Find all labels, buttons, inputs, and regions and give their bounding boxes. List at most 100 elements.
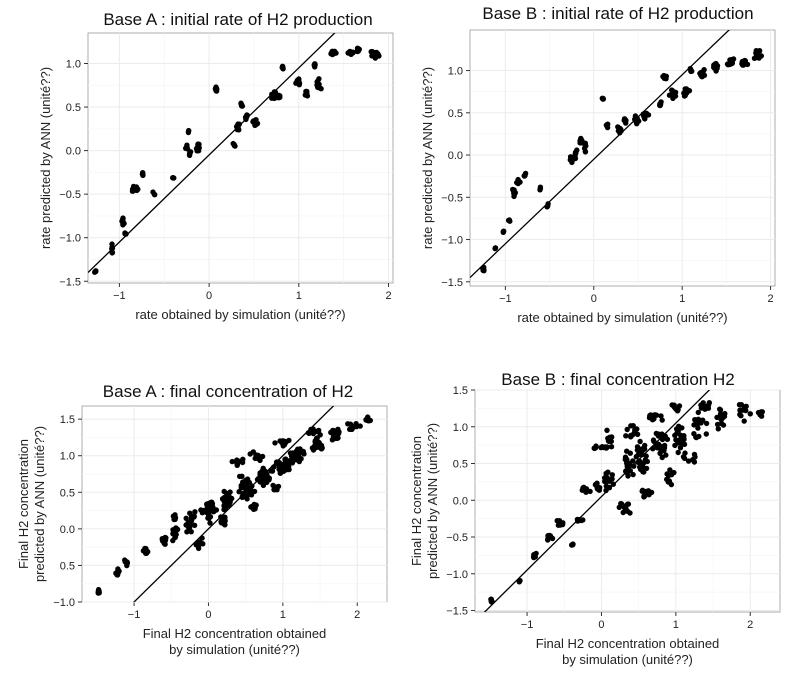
data-point [115,568,121,574]
data-point [604,427,610,433]
chart-title: Base B : initial rate of H2 production [482,4,753,23]
data-point [671,469,677,476]
data-point [624,448,630,454]
data-point [751,55,758,61]
data-point [680,438,686,444]
data-point [280,64,286,70]
data-layer [470,30,764,279]
data-point [183,515,189,521]
data-point [635,452,641,458]
data-point [184,529,190,535]
data-point [286,437,292,444]
y-tick-label: 0.5 [66,102,81,114]
y-tick-label: −0.5 [441,192,463,204]
data-point [714,421,721,428]
data-point [669,402,675,408]
data-point [635,459,641,465]
data-point [305,430,312,436]
data-point [188,519,194,525]
data-point [628,434,634,440]
x-tick-label: −1 [521,619,534,631]
data-point [93,268,99,274]
data-point [246,479,252,486]
data-point [191,513,197,519]
data-point [653,430,659,437]
data-point [630,458,636,464]
x-tick-label: 1 [673,619,679,631]
data-point [510,187,516,194]
data-point [680,454,687,460]
x-tick-label: 1 [280,609,286,621]
y-tick-label: 1.5 [453,385,468,397]
x-tick-label: −1 [499,293,512,305]
data-point [598,444,604,451]
data-point [239,103,246,109]
data-point [755,50,761,56]
data-point [275,95,282,101]
data-point [603,122,610,128]
data-point [578,137,585,144]
data-point [650,446,656,452]
x-tick-label: −1 [113,290,126,302]
data-point [741,418,747,424]
x-axis-label: rate obtained by simulation (unité??) [517,310,727,325]
data-point [172,515,178,521]
x-tick-label: 0 [205,609,211,621]
x-axis-label: by simulation (unité??) [169,642,300,657]
y-axis-label: rate predicted by ANN (unité??) [38,67,53,249]
data-point [737,407,743,413]
data-point [624,501,631,507]
data-point [622,506,628,512]
data-point [488,599,495,605]
data-point [122,559,128,565]
data-point [632,428,638,435]
data-point [657,101,664,107]
data-point [235,121,241,127]
data-point [717,406,723,412]
chart-panel: −1 0 1 2 −1.5 −1.0 −0.5 0.0 0.5 1.0 Base A : initi… [38,10,394,322]
data-point [263,470,269,476]
data-point [695,425,701,431]
data-point [675,449,681,456]
data-point [658,413,664,419]
y-tick-label: −1.5 [59,276,81,288]
x-axis-label: rate obtained by simulation (unité??) [135,307,345,322]
data-point [272,440,278,446]
data-point [207,520,213,526]
data-point [120,219,126,225]
data-point [279,462,285,469]
data-point [587,488,593,495]
data-point [253,452,259,458]
data-point [625,462,631,468]
data-point [314,79,320,85]
data-point [187,149,194,155]
data-point [244,496,250,502]
data-point [681,433,687,439]
data-point [184,144,190,150]
data-point [363,417,369,423]
data-point [603,474,609,480]
data-point [170,175,176,181]
data-point [623,433,629,439]
data-point [273,485,279,492]
data-point [659,417,665,423]
data-point [676,423,682,429]
y-axis-label: predicted by ANN (unité??) [32,426,47,582]
data-point [369,53,375,59]
data-point [609,472,615,478]
data-point [592,445,598,452]
x-tick-label: 2 [768,293,774,305]
data-point [349,424,355,430]
data-point [109,250,115,256]
data-point [95,589,101,596]
x-axis-label: by simulation (unité??) [562,652,693,667]
x-tick-label: 1 [296,290,302,302]
data-point [703,431,709,437]
data-point [480,267,486,274]
data-point [204,504,211,510]
x-tick-label: 0 [591,293,597,305]
chart-title: Base B : final concentration H2 [501,370,734,389]
data-point [315,428,321,435]
data-point [346,49,353,55]
y-tick-label: 0.0 [60,524,75,536]
